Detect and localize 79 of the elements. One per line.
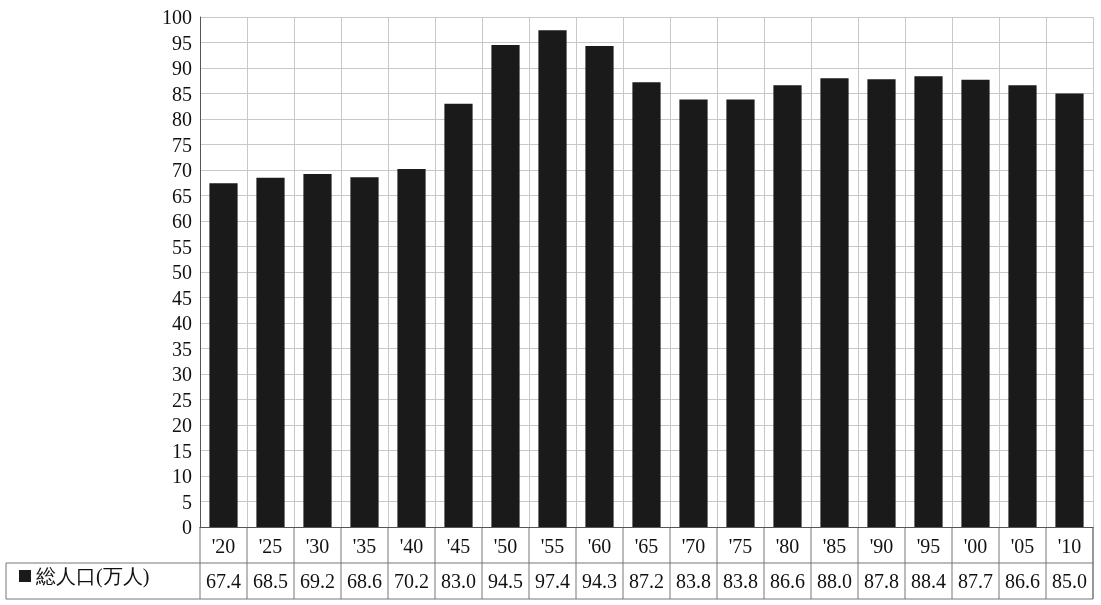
x-tick-label: '25 xyxy=(258,535,283,557)
data-label: 69.2 xyxy=(300,570,335,592)
data-label: 86.6 xyxy=(770,570,805,592)
y-tick-label: 95 xyxy=(172,31,192,54)
bar xyxy=(585,46,614,527)
legend-label: 総人口(万人) xyxy=(35,565,150,588)
bar xyxy=(491,45,520,527)
y-tick-label: 90 xyxy=(172,57,192,79)
x-tick-label: '30 xyxy=(305,535,330,557)
y-tick-label: 40 xyxy=(172,312,192,334)
data-label: 67.4 xyxy=(206,570,241,592)
bar xyxy=(444,103,473,527)
data-label: 88.0 xyxy=(817,570,852,592)
x-tick-label: '90 xyxy=(869,535,894,557)
x-tick-label: '95 xyxy=(916,535,941,557)
bar xyxy=(632,82,661,527)
x-tick-label: '35 xyxy=(352,535,377,557)
y-tick-label: 65 xyxy=(172,184,192,207)
x-tick-label: '55 xyxy=(540,535,565,557)
y-tick-label: 20 xyxy=(172,414,192,436)
bar xyxy=(1008,85,1037,527)
data-label: 85.0 xyxy=(1052,570,1087,592)
y-tick-label: 85 xyxy=(172,82,192,105)
y-tick-label: 70 xyxy=(172,159,192,181)
bar xyxy=(961,79,990,527)
bar xyxy=(820,78,849,527)
x-tick-label: '65 xyxy=(634,535,659,557)
y-tick-label: 45 xyxy=(172,286,192,309)
x-tick-label: '60 xyxy=(587,535,612,557)
y-tick-label: 60 xyxy=(172,210,192,232)
y-tick-label: 15 xyxy=(172,439,192,462)
data-label: 83.0 xyxy=(441,570,476,592)
x-tick-label: '50 xyxy=(493,535,518,557)
y-tick-label: 35 xyxy=(172,337,192,360)
x-tick-label: '70 xyxy=(681,535,706,557)
x-tick-label: '80 xyxy=(775,535,800,557)
data-label: 87.2 xyxy=(629,570,664,592)
bar xyxy=(256,177,285,527)
data-label: 97.4 xyxy=(535,570,570,592)
x-tick-label: '85 xyxy=(822,535,847,557)
y-tick-label: 75 xyxy=(172,133,192,156)
data-label: 87.8 xyxy=(864,570,899,592)
data-label: 86.6 xyxy=(1005,570,1040,592)
bar xyxy=(538,30,567,527)
x-tick-label: '45 xyxy=(446,535,471,557)
data-label: 83.8 xyxy=(723,570,758,592)
bar xyxy=(303,174,332,527)
y-tick-label: 5 xyxy=(182,490,192,513)
y-tick-label: 100 xyxy=(162,6,192,28)
bar xyxy=(209,183,238,527)
y-tick-label: 30 xyxy=(172,363,192,385)
x-tick-label: '75 xyxy=(728,535,753,557)
bar xyxy=(679,99,708,527)
bar xyxy=(1055,93,1084,527)
bar xyxy=(914,76,943,527)
y-tick-label: 10 xyxy=(172,465,192,487)
data-label: 87.7 xyxy=(958,570,993,592)
bar xyxy=(773,85,802,527)
y-tick-label: 55 xyxy=(172,235,192,258)
data-label: 94.3 xyxy=(582,570,617,592)
x-tick-label: '40 xyxy=(399,535,424,557)
data-label: 70.2 xyxy=(394,570,429,592)
y-tick-label: 0 xyxy=(182,516,192,538)
data-label: 68.6 xyxy=(347,570,382,592)
bar xyxy=(350,177,379,527)
y-tick-label: 50 xyxy=(172,261,192,283)
data-label: 68.5 xyxy=(253,570,288,592)
bar xyxy=(726,99,755,527)
data-label: 88.4 xyxy=(911,570,946,592)
data-label: 83.8 xyxy=(676,570,711,592)
x-tick-label: '10 xyxy=(1057,535,1082,557)
x-tick-label: '05 xyxy=(1010,535,1035,557)
y-tick-label: 25 xyxy=(172,388,192,411)
bar xyxy=(397,168,426,527)
bar xyxy=(867,79,896,527)
y-tick-label: 80 xyxy=(172,108,192,130)
data-label: 94.5 xyxy=(488,570,523,592)
x-tick-label: '00 xyxy=(963,535,988,557)
x-tick-label: '20 xyxy=(211,535,236,557)
